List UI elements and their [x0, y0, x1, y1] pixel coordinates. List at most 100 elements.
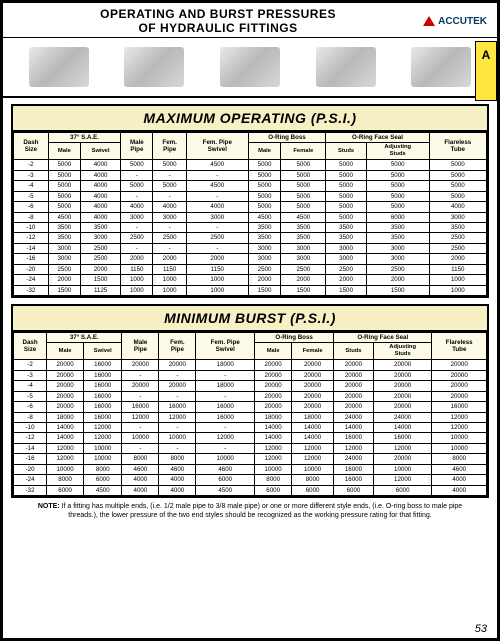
table-row: -1430002500---30003000300030002500 [14, 243, 487, 253]
cell: - [121, 170, 153, 180]
cell: 6000 [196, 475, 255, 485]
cell: - [153, 170, 186, 180]
cell: 4500 [48, 212, 80, 222]
col-oface-group: O-Ring Face Seal [326, 133, 429, 143]
cell: 4000 [186, 202, 248, 212]
cell: 10000 [432, 433, 487, 443]
cell: 1125 [80, 285, 120, 295]
cell: 16000 [432, 402, 487, 412]
brand-logo: ACCUTEK [423, 16, 487, 27]
cell: -32 [14, 485, 47, 495]
fitting-photo [316, 47, 376, 87]
cell: 4000 [122, 485, 159, 495]
header-group-row: DashSize 37° S.A.E. MalePipe Fem.Pipe Fe… [14, 333, 487, 343]
cell: - [186, 191, 248, 201]
cell: 5000 [366, 191, 429, 201]
cell: - [159, 391, 196, 401]
cell: 5000 [429, 191, 486, 201]
cell: 5000 [281, 160, 326, 170]
cell: 5000 [326, 191, 366, 201]
col-fem-pipe: Fem.Pipe [159, 333, 196, 360]
cell: 6000 [84, 475, 122, 485]
cell: 3000 [48, 243, 80, 253]
cell: 8000 [84, 464, 122, 474]
cell: -3 [14, 370, 47, 380]
cell: 20000 [47, 391, 84, 401]
cell: 20000 [432, 381, 487, 391]
table-row: -123500300025002500250035003500350035002… [14, 233, 487, 243]
cell: 14000 [373, 423, 432, 433]
content-area: MAXIMUM OPERATING (P.S.I.) DashSize 37° … [3, 104, 497, 528]
col-oface-group: O-Ring Face Seal [334, 333, 432, 343]
brand-name: ACCUTEK [438, 16, 487, 27]
cell: 5000 [153, 160, 186, 170]
cell: 5000 [248, 191, 281, 201]
fitting-photo [29, 47, 89, 87]
cell: 5000 [248, 160, 281, 170]
cell: 2500 [48, 264, 80, 274]
cell: -8 [14, 212, 49, 222]
cell: 10000 [47, 464, 84, 474]
cell: 10000 [159, 433, 196, 443]
cell: - [186, 222, 248, 232]
cell: 16000 [84, 412, 122, 422]
table-row: -202500200011501150115025002500250025001… [14, 264, 487, 274]
cell: 3000 [48, 254, 80, 264]
cell: -12 [14, 433, 47, 443]
cell: 16000 [84, 360, 122, 370]
cell: 16000 [84, 391, 122, 401]
cell: 14000 [255, 423, 292, 433]
cell: 20000 [334, 370, 374, 380]
cell: 5000 [326, 170, 366, 180]
cell: 16000 [159, 402, 196, 412]
cell: -4 [14, 381, 47, 391]
cell: 1500 [248, 285, 281, 295]
col-oface-studs: Studs [334, 343, 374, 360]
cell: 16000 [122, 402, 159, 412]
col-sae-swivel: Swivel [80, 143, 120, 160]
cell: 4500 [281, 212, 326, 222]
cell: 5000 [281, 181, 326, 191]
cell: - [121, 191, 153, 201]
cell: 2000 [429, 254, 486, 264]
cell: 6000 [292, 485, 334, 495]
cell: 3500 [326, 233, 366, 243]
cell: 12000 [373, 475, 432, 485]
col-oring-female: Female [281, 143, 326, 160]
max-operating-table: DashSize 37° S.A.E. MalePipe Fem.Pipe Fe… [13, 132, 487, 296]
cell: 20000 [292, 391, 334, 401]
table-row: -121400012000100001000012000140001400016… [14, 433, 487, 443]
cell: 3500 [48, 222, 80, 232]
cell: 20000 [334, 381, 374, 391]
cell: 2500 [186, 233, 248, 243]
cell: 1150 [186, 264, 248, 274]
cell: 5000 [326, 160, 366, 170]
col-dash: DashSize [14, 333, 47, 360]
cell: 1000 [429, 285, 486, 295]
cell: 2500 [80, 243, 120, 253]
title-block: OPERATING AND BURST PRESSURES OF HYDRAUL… [13, 7, 423, 35]
cell: 5000 [326, 202, 366, 212]
cell: 2500 [80, 254, 120, 264]
cell: 6000 [255, 485, 292, 495]
cell: 3500 [248, 233, 281, 243]
cell: 4000 [159, 475, 196, 485]
cell: 4000 [80, 181, 120, 191]
cell: - [196, 443, 255, 453]
cell: - [121, 222, 153, 232]
fitting-photo [220, 47, 280, 87]
cell: 14000 [292, 433, 334, 443]
cell: 24000 [334, 454, 374, 464]
cell: 4000 [159, 485, 196, 495]
cell: -16 [14, 454, 47, 464]
cell: -10 [14, 222, 49, 232]
table-row: -220000160002000020000180002000020000200… [14, 360, 487, 370]
cell: 16000 [196, 412, 255, 422]
cell: 16000 [84, 381, 122, 391]
cell: 5000 [366, 170, 429, 180]
cell: 12000 [292, 454, 334, 464]
col-fem-pipe: Fem.Pipe [153, 133, 186, 160]
cell: 5000 [326, 212, 366, 222]
cell: 3000 [326, 254, 366, 264]
cell: 20000 [373, 454, 432, 464]
